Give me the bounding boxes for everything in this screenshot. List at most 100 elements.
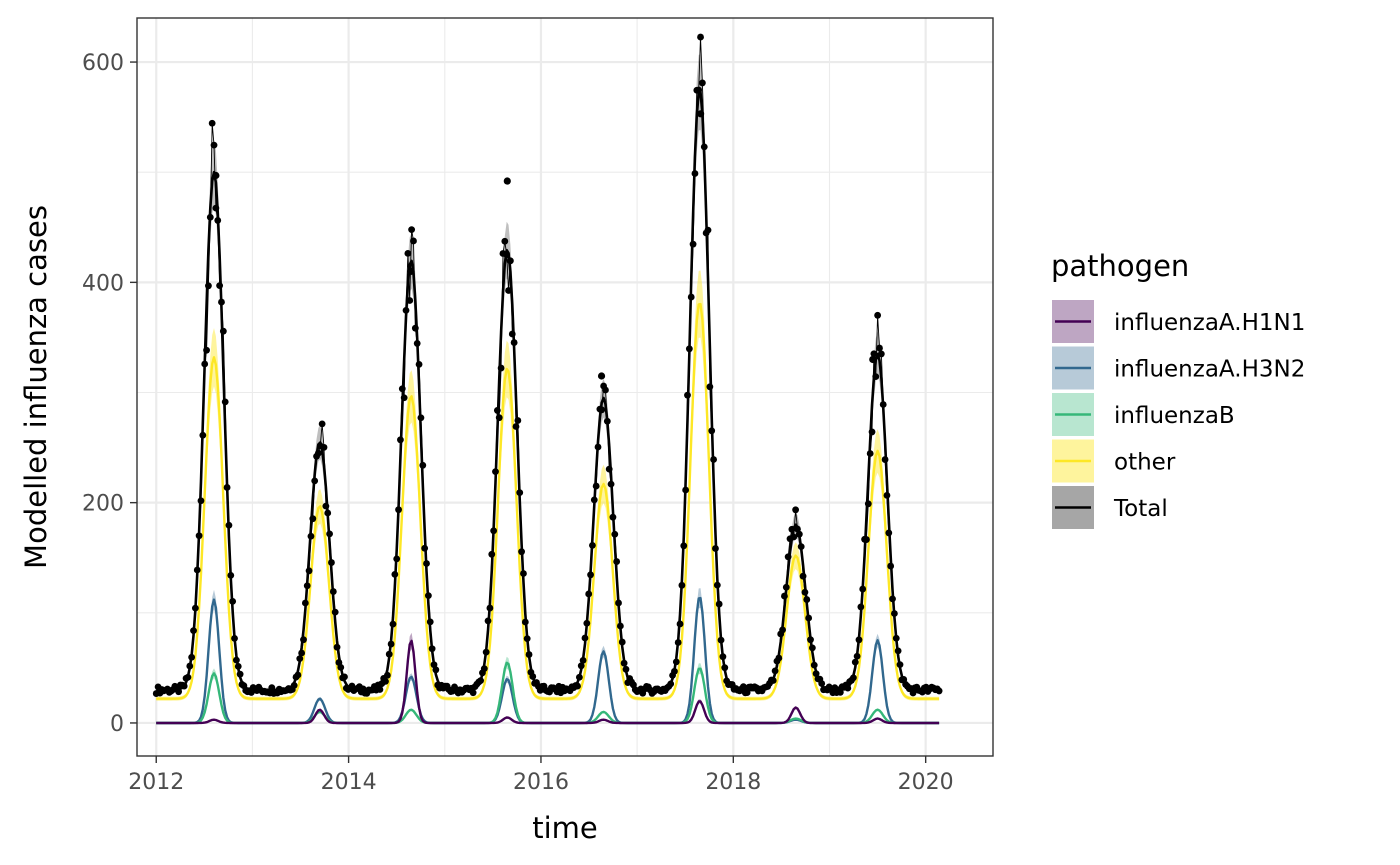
- observed-point: [326, 530, 333, 538]
- observed-point: [609, 513, 617, 521]
- x-tick-label: 2016: [513, 770, 569, 795]
- observed-point: [510, 339, 518, 346]
- observed-point: [879, 401, 887, 408]
- observed-point: [482, 648, 490, 656]
- observed-point: [781, 592, 788, 600]
- observed-point: [205, 282, 212, 290]
- observed-peak-point: [212, 171, 220, 180]
- observed-point: [771, 667, 779, 675]
- observed-point: [329, 588, 337, 595]
- observed-point: [382, 678, 389, 685]
- observed-point: [428, 645, 436, 653]
- observed-point: [328, 559, 335, 566]
- observed-point: [697, 33, 704, 41]
- observed-point: [208, 119, 216, 127]
- observed-point: [887, 562, 895, 570]
- observed-point: [203, 346, 210, 354]
- observed-point: [331, 608, 339, 616]
- observed-point: [805, 614, 813, 622]
- observed-point: [477, 677, 484, 685]
- observed-point: [710, 456, 717, 463]
- observed-point: [877, 350, 885, 358]
- observed-point: [782, 583, 790, 591]
- observed-point: [400, 394, 408, 402]
- observed-point: [859, 585, 867, 593]
- legend-title: pathogen: [1051, 249, 1189, 283]
- observed-point: [191, 604, 199, 612]
- observed-point: [717, 636, 725, 644]
- observed-point: [268, 684, 276, 692]
- observed-point: [598, 406, 606, 414]
- observed-point: [885, 529, 893, 537]
- observed-point: [493, 407, 501, 414]
- observed-point: [881, 456, 889, 463]
- observed-point: [201, 360, 209, 368]
- observed-point: [430, 661, 438, 669]
- observed-point: [775, 654, 783, 662]
- y-tick-label: 0: [110, 712, 124, 737]
- observed-point: [395, 506, 402, 514]
- observed-point: [419, 461, 427, 469]
- observed-point: [376, 686, 384, 693]
- observed-point: [799, 572, 807, 580]
- observed-point: [713, 581, 721, 589]
- observed-point: [699, 79, 706, 87]
- x-tick-label: 2018: [705, 770, 761, 795]
- observed-point: [611, 530, 619, 538]
- observed-point: [577, 662, 585, 670]
- observed-point: [503, 251, 511, 259]
- observed-point: [175, 688, 183, 696]
- observed-point: [512, 423, 520, 430]
- observed-point: [307, 532, 315, 540]
- observed-point: [290, 682, 298, 689]
- observed-point: [784, 553, 792, 561]
- observed-point: [857, 603, 865, 611]
- observed-point: [935, 687, 943, 695]
- observed-point: [432, 666, 440, 674]
- observed-point: [891, 610, 898, 617]
- y-tick-label: 200: [82, 492, 124, 517]
- observed-point: [417, 414, 425, 422]
- observed-point: [389, 620, 397, 628]
- observed-point: [184, 673, 192, 681]
- observed-point: [193, 566, 201, 574]
- observed-point: [318, 420, 326, 428]
- observed-point: [695, 86, 703, 94]
- observed-peak-point: [503, 177, 511, 185]
- observed-point: [525, 651, 533, 658]
- y-tick-label: 400: [82, 271, 124, 296]
- observed-point: [682, 486, 690, 494]
- observed-point: [870, 350, 878, 358]
- observed-point: [685, 345, 693, 353]
- observed-point: [883, 491, 891, 499]
- observed-point: [231, 634, 238, 642]
- observed-point: [406, 297, 414, 304]
- observed-point: [180, 682, 188, 690]
- observed-point: [393, 555, 401, 563]
- observed-point: [866, 450, 874, 457]
- observed-point: [518, 548, 525, 556]
- observed-point: [680, 542, 688, 550]
- observed-point: [676, 620, 684, 628]
- observed-point: [402, 307, 410, 314]
- observed-point: [849, 674, 857, 682]
- panel-background: [137, 18, 993, 756]
- observed-point: [618, 638, 626, 646]
- observed-point: [684, 391, 691, 399]
- observed-peak-point: [407, 267, 415, 275]
- observed-point: [387, 640, 395, 648]
- observed-point: [575, 673, 583, 681]
- observed-point: [855, 636, 863, 644]
- observed-point: [301, 599, 309, 607]
- observed-point: [408, 226, 416, 234]
- observed-point: [779, 626, 786, 634]
- observed-point: [687, 293, 695, 301]
- observed-point: [227, 571, 235, 579]
- observed-point: [818, 680, 826, 687]
- observed-point: [311, 477, 319, 485]
- observed-point: [808, 644, 816, 652]
- observed-point: [199, 431, 207, 439]
- observed-point: [234, 662, 242, 670]
- observed-point: [529, 673, 537, 680]
